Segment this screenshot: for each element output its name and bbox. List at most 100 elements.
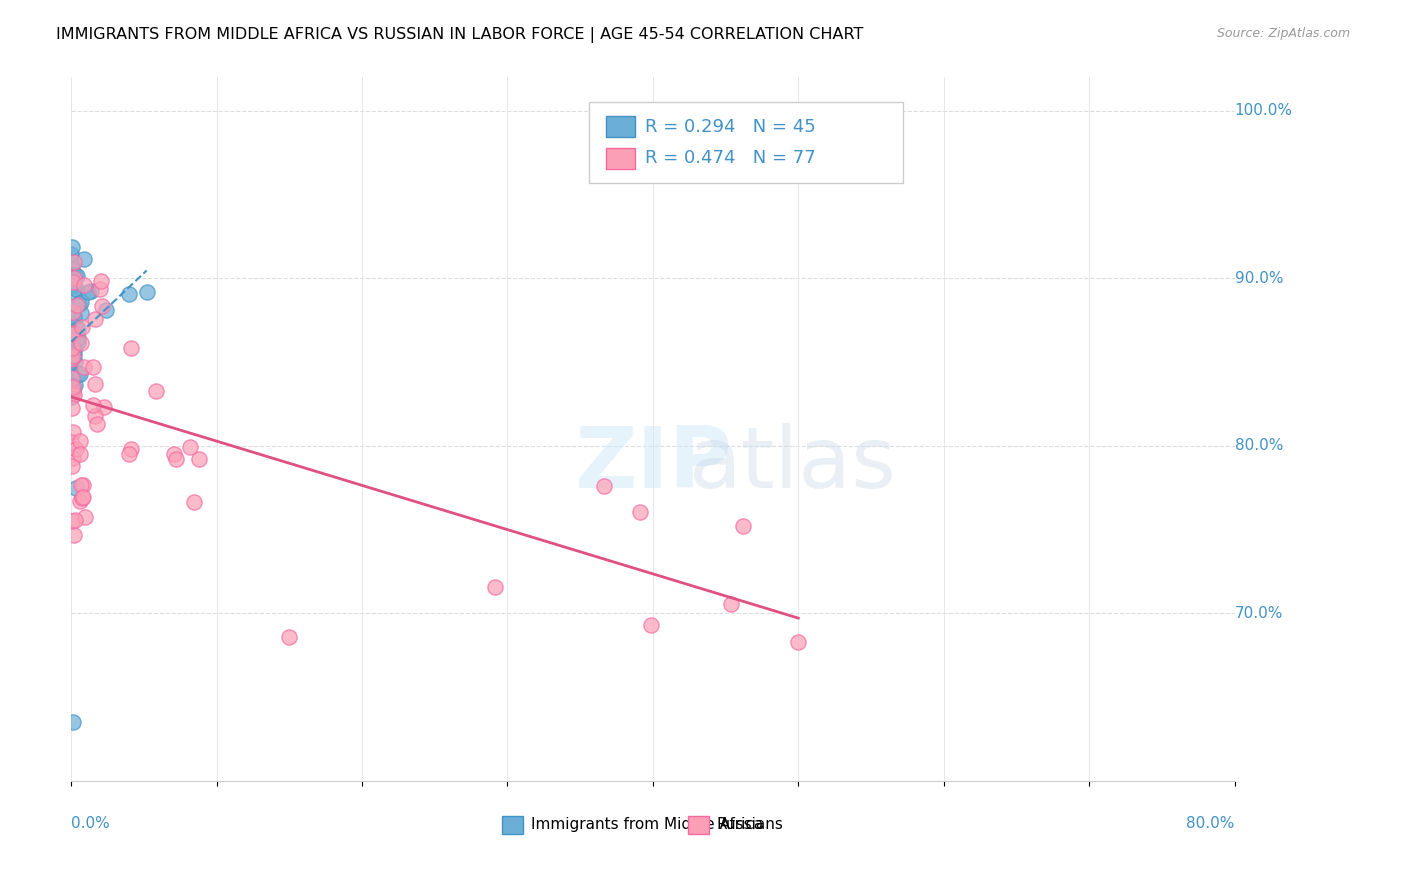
Russians [82, 398, 104, 412]
Immigrants from Middle Africa [135, 285, 157, 299]
Russians [62, 384, 84, 399]
Russians [62, 326, 84, 340]
Immigrants from Middle Africa [60, 279, 83, 293]
Russians [640, 617, 662, 632]
Text: ZIP: ZIP [574, 423, 731, 506]
Immigrants from Middle Africa [67, 297, 90, 311]
Immigrants from Middle Africa [62, 341, 84, 355]
Immigrants from Middle Africa [65, 481, 87, 495]
Russians [86, 417, 108, 431]
Immigrants from Middle Africa [60, 240, 83, 254]
Russians [163, 447, 186, 461]
Text: 70.0%: 70.0% [1234, 606, 1282, 621]
Russians [63, 388, 86, 402]
Russians [91, 299, 114, 313]
Russians [628, 505, 651, 519]
Russians [731, 519, 754, 533]
Bar [606, 148, 636, 169]
Immigrants from Middle Africa [63, 310, 86, 324]
Russians [62, 270, 84, 285]
Immigrants from Middle Africa [62, 384, 84, 398]
Russians [484, 581, 506, 595]
Russians [62, 425, 84, 439]
Russians [60, 435, 83, 450]
Russians [62, 275, 84, 289]
Russians [60, 458, 83, 473]
Russians [120, 342, 142, 356]
Immigrants from Middle Africa [73, 252, 96, 267]
Russians [118, 447, 141, 461]
Russians [720, 598, 742, 612]
Russians [60, 514, 83, 528]
Russians [69, 493, 91, 508]
Russians [90, 274, 112, 288]
Immigrants from Middle Africa [60, 380, 83, 394]
Text: 90.0%: 90.0% [1234, 271, 1284, 286]
Immigrants from Middle Africa [66, 268, 89, 283]
Russians [84, 409, 107, 423]
Immigrants from Middle Africa [60, 261, 83, 276]
Text: Source: ZipAtlas.com: Source: ZipAtlas.com [1216, 27, 1350, 40]
Text: 80.0%: 80.0% [1234, 438, 1282, 453]
Russians [73, 277, 96, 292]
Russians [66, 298, 89, 312]
Russians [593, 478, 616, 492]
Russians [60, 352, 83, 367]
Immigrants from Middle Africa [63, 378, 86, 392]
Russians [83, 311, 105, 326]
Russians [69, 434, 91, 448]
Russians [93, 400, 115, 414]
Russians [60, 341, 83, 355]
Immigrants from Middle Africa [60, 257, 83, 271]
Russians [62, 254, 84, 268]
Russians [89, 282, 111, 296]
Immigrants from Middle Africa [66, 368, 89, 382]
Immigrants from Middle Africa [63, 344, 86, 359]
FancyBboxPatch shape [589, 102, 903, 183]
Immigrants from Middle Africa [60, 247, 83, 261]
Immigrants from Middle Africa [63, 355, 86, 369]
Immigrants from Middle Africa [62, 341, 84, 355]
Russians [75, 509, 97, 524]
Russians [73, 359, 96, 374]
Russians [84, 376, 107, 391]
Immigrants from Middle Africa [77, 285, 100, 299]
Immigrants from Middle Africa [60, 268, 83, 282]
Immigrants from Middle Africa [65, 282, 87, 296]
Russians [62, 305, 84, 319]
Immigrants from Middle Africa [66, 331, 89, 345]
Text: IMMIGRANTS FROM MIDDLE AFRICA VS RUSSIAN IN LABOR FORCE | AGE 45-54 CORRELATION : IMMIGRANTS FROM MIDDLE AFRICA VS RUSSIAN… [56, 27, 863, 43]
Russians [60, 371, 83, 385]
Text: Russians: Russians [717, 817, 783, 832]
Immigrants from Middle Africa [63, 317, 86, 331]
Russians [62, 380, 84, 394]
Russians [278, 630, 301, 644]
Text: R = 0.474   N = 77: R = 0.474 N = 77 [645, 149, 815, 168]
Russians [60, 327, 83, 342]
Immigrants from Middle Africa [60, 390, 83, 404]
Russians [62, 451, 84, 466]
Russians [145, 384, 167, 398]
Russians [69, 446, 91, 460]
Immigrants from Middle Africa [67, 334, 90, 349]
Bar [502, 816, 523, 834]
Russians [65, 442, 87, 457]
Russians [72, 490, 94, 504]
Text: atlas: atlas [689, 423, 897, 506]
Immigrants from Middle Africa [60, 340, 83, 354]
Russians [63, 528, 86, 542]
Immigrants from Middle Africa [70, 306, 93, 320]
Russians [72, 478, 94, 492]
Russians [69, 336, 91, 351]
Immigrants from Middle Africa [60, 346, 83, 360]
Russians [70, 491, 93, 506]
Immigrants from Middle Africa [60, 377, 83, 392]
Russians [63, 513, 86, 527]
Immigrants from Middle Africa [118, 287, 141, 301]
Immigrants from Middle Africa [94, 303, 117, 318]
Russians [62, 349, 84, 363]
Immigrants from Middle Africa [62, 329, 84, 343]
Bar [606, 116, 636, 137]
Immigrants from Middle Africa [63, 285, 86, 299]
Russians [70, 320, 93, 334]
